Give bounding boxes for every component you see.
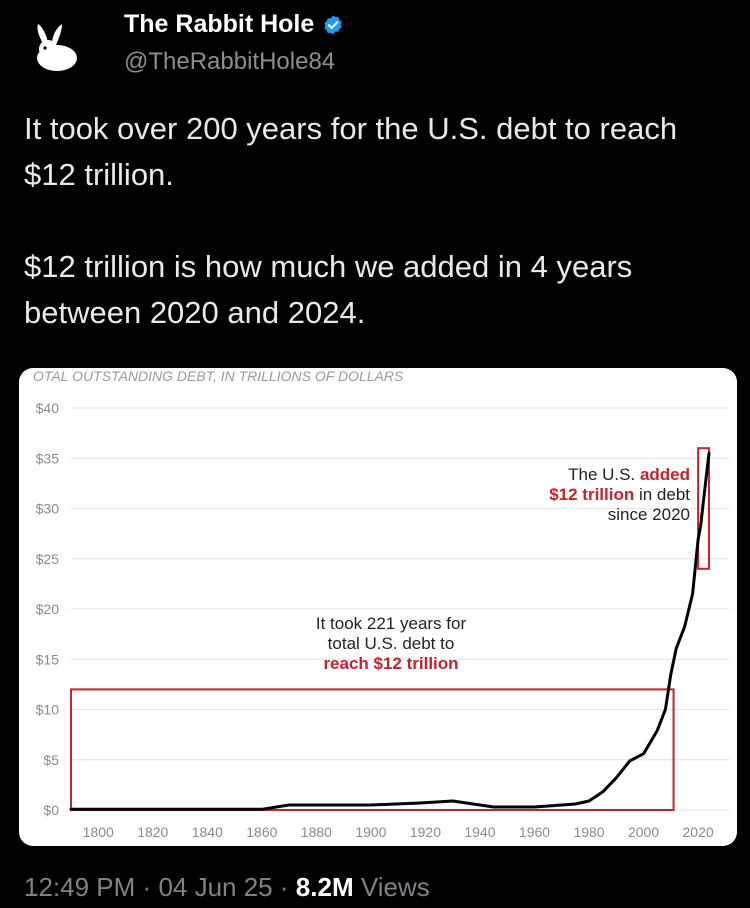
y-tick-label: $0 (43, 802, 59, 818)
y-tick-label: $15 (36, 651, 60, 667)
x-tick-label: 1980 (573, 824, 604, 840)
tweet-paragraph: It took over 200 years for the U.S. debt… (24, 111, 678, 192)
y-tick-label: $20 (36, 601, 60, 617)
annotation-text-span: in debt (634, 485, 690, 504)
x-tick-label: 1880 (301, 824, 332, 840)
author-handle[interactable]: @TheRabbitHole84 (124, 48, 336, 75)
annotation-text: The U.S. added (568, 465, 690, 484)
author-name-row[interactable]: The Rabbit Hole (124, 10, 344, 39)
views-label: Views (360, 872, 430, 902)
annotation-highlight-span: $12 trillion (549, 485, 634, 504)
meta-separator: · (279, 872, 289, 902)
tweet-meta: 12:49 PM · 04 Jun 25 · 8.2M Views (24, 872, 430, 903)
avatar[interactable] (22, 14, 90, 82)
annotation-highlight: reach $12 trillion (323, 654, 458, 673)
annotation-text-span: The U.S. (568, 465, 640, 484)
annotation-box-221-years (70, 688, 675, 811)
tweet-paragraph: $12 trillion is how much we added in 4 y… (24, 249, 633, 330)
debt-chart: OTAL OUTSTANDING DEBT, IN TRILLIONS OF D… (33, 368, 729, 840)
x-tick-label: 1900 (355, 824, 386, 840)
verified-badge-icon (324, 14, 342, 35)
chart-image[interactable]: OTAL OUTSTANDING DEBT, IN TRILLIONS OF D… (19, 368, 737, 846)
rabbit-icon (37, 24, 77, 71)
x-tick-label: 1820 (137, 824, 168, 840)
chart-title: OTAL OUTSTANDING DEBT, IN TRILLIONS OF D… (33, 368, 404, 384)
tweet-text: It took over 200 years for the U.S. debt… (24, 106, 734, 336)
x-tick-label: 2000 (628, 824, 659, 840)
y-tick-label: $10 (36, 702, 60, 718)
y-tick-label: $35 (36, 450, 60, 466)
annotation-text: $12 trillion in debt (549, 485, 690, 504)
x-tick-label: 1940 (464, 824, 495, 840)
x-tick-label: 2020 (683, 824, 714, 840)
annotation-text: It took 221 years for (316, 614, 467, 633)
annotation-text: since 2020 (608, 505, 690, 524)
annotation-box-since-2020 (697, 447, 710, 570)
y-tick-label: $30 (36, 501, 60, 517)
debt-line (69, 451, 711, 811)
tweet-date[interactable]: 04 Jun 25 (158, 872, 273, 902)
x-tick-label: 1860 (246, 824, 277, 840)
x-tick-label: 1920 (410, 824, 441, 840)
views-count: 8.2M (295, 872, 354, 902)
meta-separator: · (142, 872, 152, 902)
x-tick-label: 1960 (519, 824, 550, 840)
y-tick-label: $25 (36, 551, 60, 567)
author-name[interactable]: The Rabbit Hole (124, 10, 315, 38)
x-tick-label: 1840 (192, 824, 223, 840)
tweet-time[interactable]: 12:49 PM (24, 872, 136, 902)
y-tick-label: $40 (36, 400, 60, 416)
annotation-highlight-span: added (640, 465, 690, 484)
x-tick-label: 1800 (83, 824, 114, 840)
annotation-text: total U.S. debt to (328, 634, 455, 653)
y-tick-label: $5 (43, 752, 59, 768)
